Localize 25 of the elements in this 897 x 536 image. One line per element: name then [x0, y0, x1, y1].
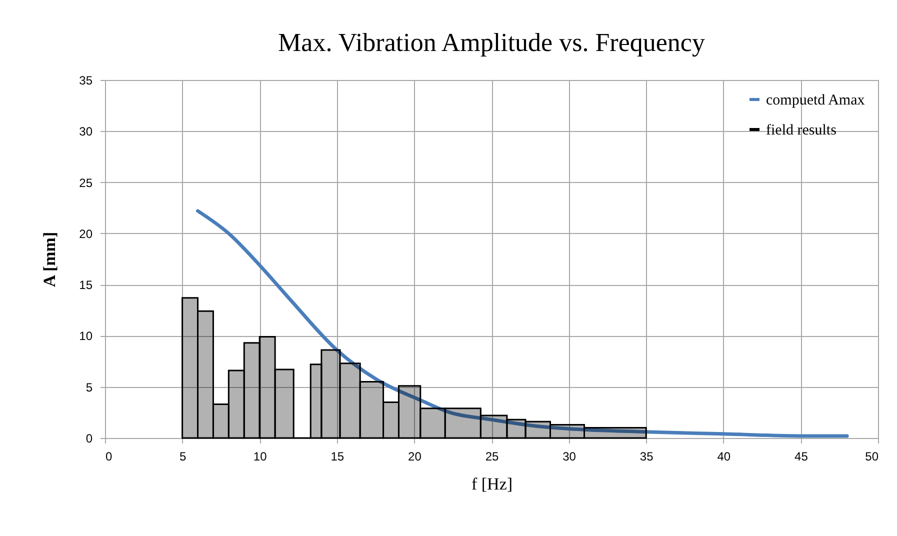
line-series	[196, 209, 849, 438]
chart-title: Max. Vibration Amplitude vs. Frequency	[278, 28, 705, 57]
x-tick-label: 0	[106, 450, 112, 464]
x-tick-label: 30	[562, 450, 576, 464]
legend-label: compuetd Amax	[766, 92, 866, 108]
y-tick-label: 30	[79, 124, 93, 139]
y-tick-label: 15	[79, 278, 93, 292]
y-tick-label: 25	[79, 176, 93, 190]
x-tick-label: 5	[179, 450, 186, 464]
y-tick-label: 20	[79, 226, 93, 241]
x-tick-label: 25	[485, 450, 499, 464]
x-tick-label: 20	[408, 450, 422, 464]
y-tick-label: 10	[79, 329, 93, 344]
x-tick-label: 45	[794, 450, 808, 464]
x-tick-label: 35	[640, 450, 654, 464]
x-tick-label: 10	[253, 450, 268, 464]
y-tick-label: 0	[86, 432, 93, 446]
legend-label: field results	[766, 122, 837, 138]
x-tick-label: 15	[330, 450, 344, 464]
y-tick-label: 5	[86, 380, 93, 394]
x-tick-label: 40	[717, 450, 731, 464]
y-tick-label: 35	[79, 74, 93, 88]
x-tick-label: 50	[865, 450, 879, 464]
x-axis-title: f [Hz]	[471, 474, 513, 494]
y-axis-title: A [mm]	[40, 232, 60, 288]
